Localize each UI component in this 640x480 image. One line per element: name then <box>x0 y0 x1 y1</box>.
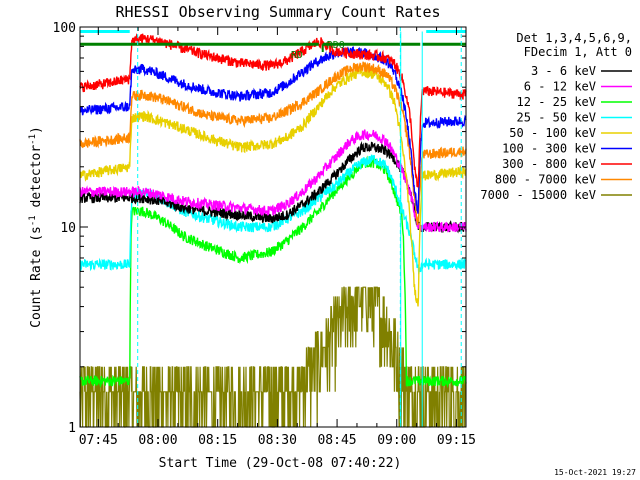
y-tick-label: 1 <box>68 421 76 436</box>
legend-label-3-6-kev: 3 - 6 keV <box>531 64 596 78</box>
legend-label-25-50-kev: 25 - 50 keV <box>517 111 596 125</box>
x-tick-label: 08:15 <box>198 433 237 448</box>
footer-timestamp: 15-Oct-2021 19:27 <box>554 468 636 477</box>
plot-area: RDO RD <box>79 27 467 428</box>
series-line-6-12-kev <box>79 129 467 233</box>
x-tick-label: 08:30 <box>258 433 297 448</box>
x-tick-label: 08:45 <box>317 433 356 448</box>
series-layer <box>79 33 467 428</box>
y-tick-label: 10 <box>60 221 76 236</box>
rdo-label: RDO <box>327 40 345 51</box>
x-tick-label: 09:00 <box>377 433 416 448</box>
y-axis-label: Count Rate (s-1 detector-1) <box>28 126 44 328</box>
legend-label-6-12-kev: 6 - 12 keV <box>524 80 596 94</box>
legend-label-800-7000-kev: 800 - 7000 keV <box>495 173 596 187</box>
legend-header-line-1: Det 1,3,4,5,6,9, <box>516 31 632 45</box>
x-axis: 07:45 08:00 08:15 08:30 08:45 09:00 09:15 <box>79 27 476 448</box>
y-axis: 1 10 100 <box>53 21 466 436</box>
rd-label: RD <box>291 50 303 61</box>
series-line-800-7000-kev <box>79 61 467 226</box>
chart-title: RHESSI Observing Summary Count Rates <box>115 3 440 21</box>
y-tick-label: 100 <box>53 21 76 36</box>
legend-label-7000-15000-kev: 7000 - 15000 keV <box>480 188 596 202</box>
legend-header-line-2: FDecim 1, Att 0 <box>524 45 632 59</box>
series-line-50-100-kev <box>79 67 467 307</box>
legend-label-100-300-kev: 100 - 300 keV <box>502 142 596 156</box>
x-tick-label: 08:00 <box>138 433 177 448</box>
legend-label-12-25-kev: 12 - 25 keV <box>517 95 596 109</box>
overlay-layer: RDO RD <box>80 27 466 427</box>
x-axis-label: Start Time (29-Oct-08 07:40:22) <box>159 456 402 471</box>
x-tick-label: 07:45 <box>79 433 118 448</box>
series-line-100-300-kev <box>79 46 467 214</box>
x-tick-label: 09:15 <box>437 433 476 448</box>
series-line-300-800-kev <box>79 33 467 188</box>
legend-label-300-800-kev: 300 - 800 keV <box>502 157 596 171</box>
legend: Det 1,3,4,5,6,9, FDecim 1, Att 0 3 - 6 k… <box>480 31 632 202</box>
legend-label-50-100-kev: 50 - 100 keV <box>509 126 596 140</box>
